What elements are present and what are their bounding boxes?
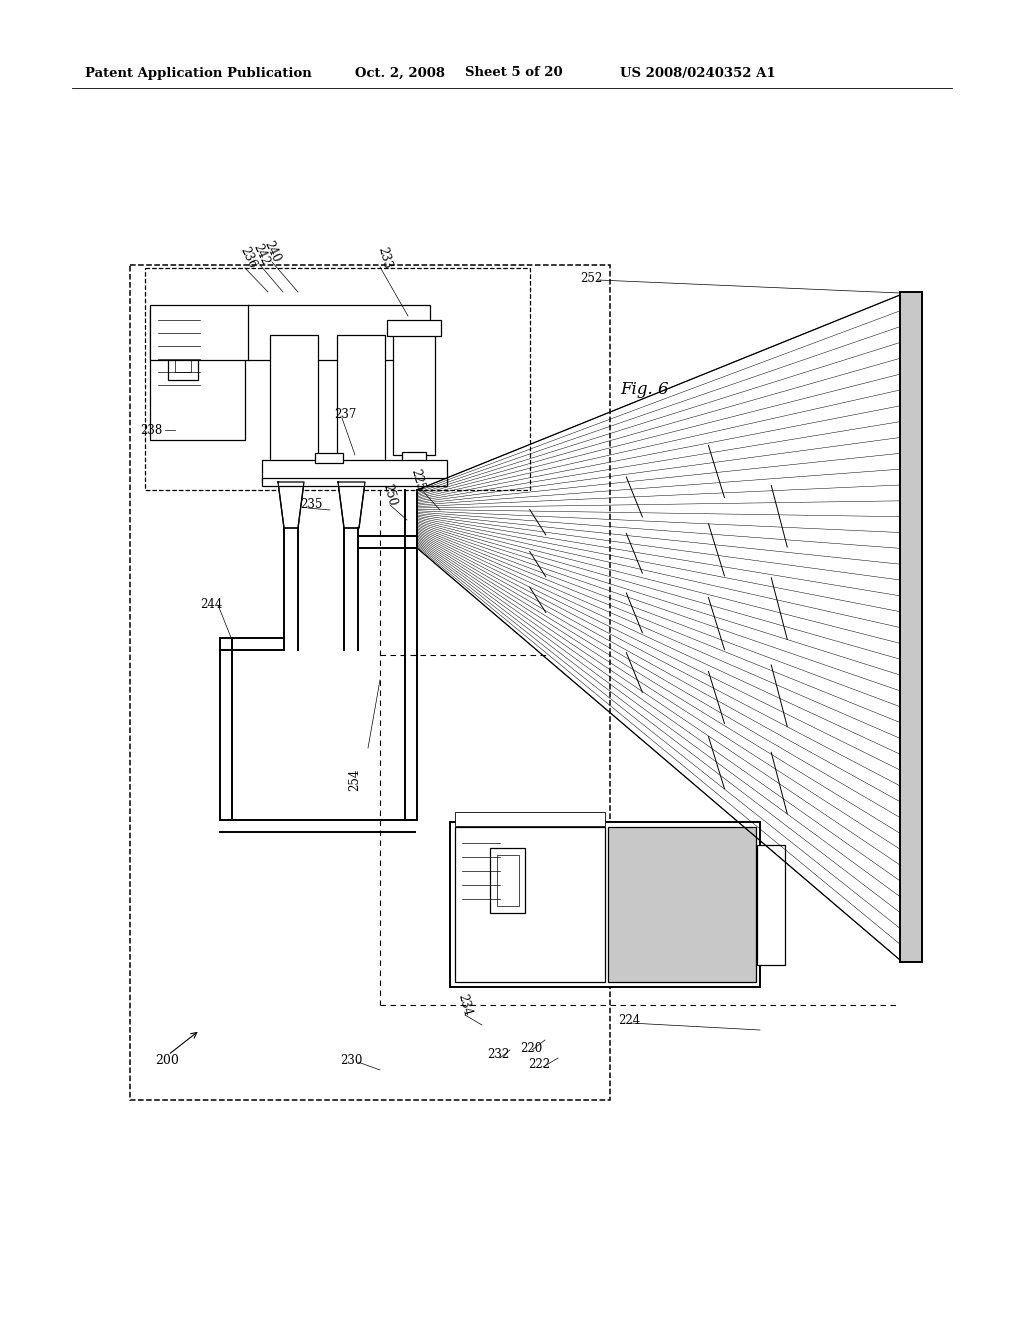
Text: Oct. 2, 2008: Oct. 2, 2008 [355,66,445,79]
Text: 200: 200 [155,1053,179,1067]
Text: Patent Application Publication: Patent Application Publication [85,66,311,79]
Bar [270,335,318,465]
Bar [490,847,525,913]
Bar [757,845,785,965]
Bar [393,330,435,455]
Text: 240: 240 [261,239,283,265]
Text: 254: 254 [348,768,361,791]
Text: 220: 220 [520,1041,543,1055]
Bar [262,459,447,482]
Bar [168,330,198,380]
Text: 230: 230 [340,1053,362,1067]
Bar [608,828,756,982]
Bar [450,822,760,987]
Text: 235: 235 [300,499,323,511]
Text: 252: 252 [580,272,602,285]
Bar [315,453,343,463]
Text: 233: 233 [375,246,393,271]
Bar [900,292,922,962]
Text: 244: 244 [200,598,222,611]
Bar [455,812,605,826]
Text: 234: 234 [455,993,473,1018]
Bar [130,265,610,1100]
Text: 224: 224 [618,1014,640,1027]
Bar [337,335,385,465]
Bar [497,855,519,906]
Text: Sheet 5 of 20: Sheet 5 of 20 [465,66,562,79]
Bar [145,268,530,490]
Text: Fig. 6: Fig. 6 [620,381,669,399]
Text: 222: 222 [528,1059,550,1072]
Text: 238: 238 [140,424,162,437]
Bar [387,319,441,337]
Bar [150,305,430,360]
Text: US 2008/0240352 A1: US 2008/0240352 A1 [620,66,775,79]
Text: 225: 225 [408,467,426,492]
Bar [455,828,605,982]
Bar [175,338,191,372]
Text: 236: 236 [237,246,258,271]
Polygon shape [338,482,365,528]
Text: 237: 237 [334,408,356,421]
Text: 242: 242 [250,242,271,268]
Text: 250: 250 [380,483,398,507]
Bar [262,478,447,486]
Bar [402,451,426,473]
Bar [150,310,245,440]
Polygon shape [278,482,304,528]
Text: 232: 232 [487,1048,509,1061]
